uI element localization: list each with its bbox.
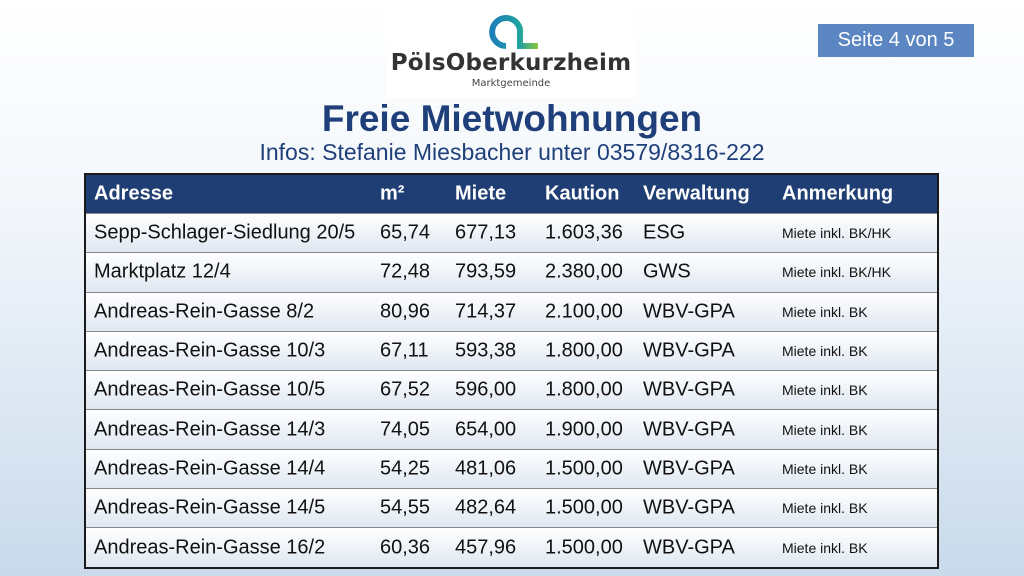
cell-note: Miete inkl. BK/HK <box>782 264 891 281</box>
cell-rent: 654,00 <box>455 418 517 441</box>
cell-address: Andreas-Rein-Gasse 14/5 <box>94 496 326 519</box>
cell-deposit: 1.900,00 <box>545 418 623 441</box>
cell-note: Miete inkl. BK <box>782 460 868 477</box>
logo-subtitle: Marktgemeinde <box>471 78 551 89</box>
cell-deposit: 2.380,00 <box>545 260 623 283</box>
cell-deposit: 1.800,00 <box>545 378 623 401</box>
cell-address: Sepp-Schlager-Siedlung 20/5 <box>94 221 356 244</box>
table-header: Adresse m² Miete Kaution Verwaltung Anme… <box>86 175 937 213</box>
cell-address: Andreas-Rein-Gasse 10/3 <box>94 339 326 362</box>
page-title: Freie Mietwohnungen <box>321 98 703 139</box>
cell-deposit: 2.100,00 <box>545 300 623 323</box>
cell-area: 72,48 <box>380 260 431 283</box>
cell-area: 67,52 <box>380 378 431 401</box>
cell-management: WBV-GPA <box>643 300 735 323</box>
cell-note: Miete inkl. BK <box>782 539 868 556</box>
cell-deposit: 1.603,36 <box>545 221 623 244</box>
header-anmerkung: Anmerkung <box>782 182 894 205</box>
cell-rent: 596,00 <box>455 378 517 401</box>
cell-note: Miete inkl. BK <box>782 343 868 360</box>
cell-note: Miete inkl. BK <box>782 421 868 438</box>
cell-address: Andreas-Rein-Gasse 14/3 <box>94 418 326 441</box>
cell-management: ESG <box>643 221 686 244</box>
cell-address: Andreas-Rein-Gasse 8/2 <box>94 300 315 323</box>
cell-note: Miete inkl. BK/HK <box>782 225 891 242</box>
cell-management: WBV-GPA <box>643 339 735 362</box>
cell-address: Andreas-Rein-Gasse 10/5 <box>94 378 326 401</box>
table-row: Andreas-Rein-Gasse 10/3 67,11 593,38 1.800,… <box>86 330 937 371</box>
table-row: Marktplatz 12/4 72,48 793,59 2.380,00 GWS Mie… <box>86 252 937 292</box>
cell-rent: 481,06 <box>455 457 517 480</box>
cell-management: WBV-GPA <box>643 378 735 401</box>
cell-area: 74,05 <box>380 418 431 441</box>
cell-area: 65,74 <box>380 221 431 244</box>
cell-area: 67,11 <box>380 339 429 362</box>
cell-deposit: 1.500,00 <box>545 457 623 480</box>
cell-rent: 793,59 <box>455 260 517 283</box>
cell-deposit: 1.500,00 <box>545 496 623 519</box>
cell-note: Miete inkl. BK <box>782 500 868 517</box>
municipality-logo: PölsOberkurzheim Marktgemeinde <box>386 10 636 98</box>
cell-area: 60,36 <box>380 536 431 559</box>
logo-loop-icon <box>489 15 538 49</box>
cell-rent: 677,13 <box>455 221 517 244</box>
cell-address: Andreas-Rein-Gasse 14/4 <box>94 457 326 480</box>
page-indicator: Seite 4 von 5 <box>818 24 974 57</box>
cell-note: Miete inkl. BK <box>782 382 868 399</box>
contact-info: Infos: Stefanie Miesbacher unter 03579/8… <box>259 139 765 165</box>
cell-address: Andreas-Rein-Gasse 16/2 <box>94 536 326 559</box>
cell-area: 54,55 <box>380 496 431 519</box>
header-kaution: Kaution <box>545 182 620 205</box>
table-row: Andreas-Rein-Gasse 16/2 60,36 457,96 1.500,… <box>86 527 937 567</box>
table-row: Andreas-Rein-Gasse 14/4 54,25 481,06 1.500,… <box>86 448 937 489</box>
cell-deposit: 1.500,00 <box>545 536 623 559</box>
table-row: Andreas-Rein-Gasse 14/3 74,05 654,00 1.900,… <box>86 409 937 449</box>
cell-rent: 482,64 <box>455 496 517 519</box>
cell-note: Miete inkl. BK <box>782 303 868 320</box>
cell-management: WBV-GPA <box>643 457 735 480</box>
cell-area: 54,25 <box>380 457 431 480</box>
table-row: Sepp-Schlager-Siedlung 20/5 65,74 677,13 1.… <box>86 213 937 253</box>
cell-address: Marktplatz 12/4 <box>94 260 231 283</box>
logo-name: PölsOberkurzheim <box>390 50 632 76</box>
header-verwaltung: Verwaltung <box>643 182 750 205</box>
table-row: Andreas-Rein-Gasse 10/5 67,52 596,00 1.800,… <box>86 370 937 410</box>
header-adresse: Adresse <box>94 182 173 205</box>
apartments-table: Adresse m² Miete Kaution Verwaltung Anme… <box>84 173 939 569</box>
table-row: Andreas-Rein-Gasse 8/2 80,96 714,37 2.100,0… <box>86 291 937 331</box>
cell-rent: 593,38 <box>455 339 517 362</box>
cell-rent: 714,37 <box>455 300 517 323</box>
cell-management: WBV-GPA <box>643 418 735 441</box>
cell-management: WBV-GPA <box>643 536 735 559</box>
cell-area: 80,96 <box>380 300 431 323</box>
header-miete: Miete <box>455 182 507 205</box>
table-row: Andreas-Rein-Gasse 14/5 54,55 482,64 1.500,… <box>86 488 937 528</box>
cell-deposit: 1.800,00 <box>545 339 623 362</box>
header-area: m² <box>380 182 405 205</box>
cell-rent: 457,96 <box>455 536 517 559</box>
cell-management: GWS <box>643 260 691 283</box>
cell-management: WBV-GPA <box>643 496 735 519</box>
